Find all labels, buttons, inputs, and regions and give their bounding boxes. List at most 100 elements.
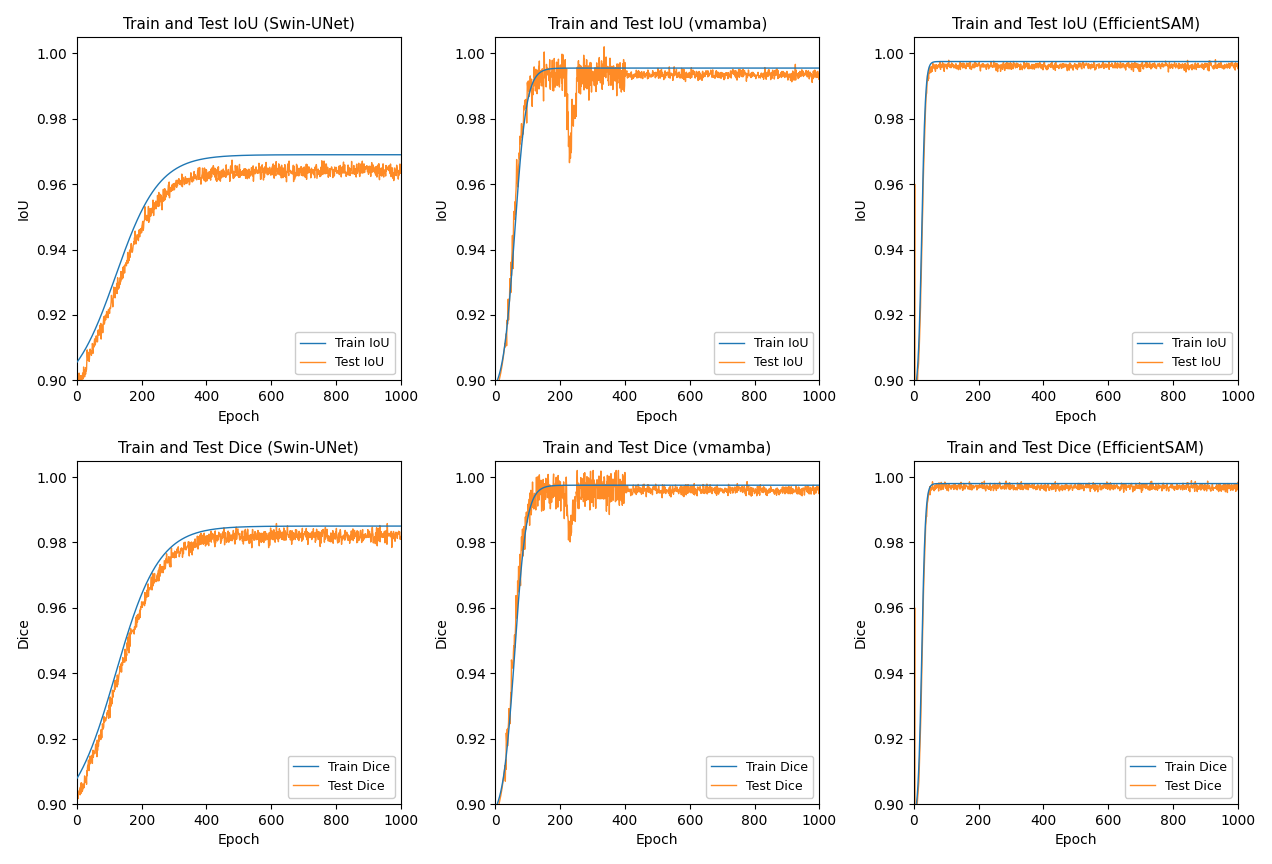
Train IoU — [1159, 56, 1174, 67]
Train Dice — [740, 480, 756, 491]
Legend: Train Dice, Test Dice: Train Dice, Test Dice — [706, 755, 813, 797]
Y-axis label: Dice: Dice — [854, 617, 868, 648]
Legend: Train IoU, Test IoU: Train IoU, Test IoU — [295, 332, 394, 374]
Train Dice — [714, 480, 729, 491]
Y-axis label: IoU: IoU — [435, 197, 449, 220]
Train IoU — [740, 63, 756, 73]
Legend: Train Dice, Test Dice: Train Dice, Test Dice — [1124, 755, 1231, 797]
Test IoU — [201, 167, 216, 177]
Train Dice — [631, 480, 646, 491]
Train Dice — [1038, 479, 1053, 489]
Train IoU — [978, 56, 993, 67]
Train Dice — [70, 773, 85, 784]
Test Dice — [268, 518, 284, 529]
Test Dice — [619, 480, 635, 491]
Y-axis label: IoU: IoU — [17, 197, 31, 220]
Title: Train and Test IoU (Swin-UNet): Train and Test IoU (Swin-UNet) — [123, 16, 355, 32]
Train IoU — [1038, 56, 1053, 67]
Line: Test Dice: Test Dice — [496, 471, 819, 814]
Train Dice — [710, 480, 725, 491]
Train IoU — [1130, 56, 1145, 67]
Train Dice — [291, 521, 307, 531]
Train IoU — [201, 153, 216, 163]
Train IoU — [328, 149, 343, 160]
Test IoU — [103, 303, 118, 314]
Train Dice — [212, 524, 228, 534]
Train Dice — [907, 810, 922, 821]
Test Dice — [747, 486, 762, 496]
Test Dice — [323, 531, 338, 542]
Line: Train Dice: Train Dice — [78, 526, 401, 778]
Test IoU — [323, 171, 338, 181]
Train Dice — [488, 803, 504, 813]
Train IoU — [1230, 56, 1245, 67]
Y-axis label: IoU: IoU — [854, 197, 868, 220]
Test IoU — [1230, 63, 1245, 73]
Train IoU — [488, 379, 504, 390]
Train IoU — [812, 63, 827, 73]
Test Dice — [70, 787, 85, 797]
Line: Train IoU: Train IoU — [915, 61, 1238, 392]
Test IoU — [1049, 60, 1065, 71]
Test IoU — [522, 86, 537, 97]
Test IoU — [907, 391, 922, 402]
Legend: Train IoU, Test IoU: Train IoU, Test IoU — [714, 332, 813, 374]
Test IoU — [619, 66, 635, 76]
Line: Test Dice: Test Dice — [915, 480, 1238, 821]
Test Dice — [212, 529, 228, 539]
Test Dice — [907, 799, 922, 810]
Test Dice — [631, 482, 646, 492]
Test Dice — [328, 530, 343, 541]
Test Dice — [1184, 475, 1199, 486]
Train Dice — [393, 521, 408, 531]
Test Dice — [1159, 482, 1174, 492]
Train Dice — [1130, 479, 1145, 489]
Test IoU — [70, 375, 85, 385]
Train IoU — [212, 151, 228, 162]
Train IoU — [714, 63, 729, 73]
Test Dice — [1230, 477, 1245, 487]
Test IoU — [711, 67, 726, 78]
Test IoU — [224, 155, 239, 165]
Test Dice — [1165, 483, 1180, 493]
Test Dice — [103, 700, 118, 710]
Legend: Train IoU, Test IoU: Train IoU, Test IoU — [1132, 332, 1231, 374]
Legend: Train Dice, Test Dice: Train Dice, Test Dice — [287, 755, 394, 797]
X-axis label: Epoch: Epoch — [636, 834, 678, 848]
Test IoU — [74, 378, 89, 389]
Line: Test Dice: Test Dice — [78, 524, 401, 798]
Train Dice — [1165, 479, 1180, 489]
Train IoU — [393, 149, 408, 160]
Train IoU — [619, 63, 635, 73]
Train IoU — [522, 91, 537, 101]
Train Dice — [812, 480, 827, 491]
Test IoU — [1159, 59, 1174, 69]
Line: Train Dice: Train Dice — [496, 486, 819, 808]
Train Dice — [978, 479, 993, 489]
Test IoU — [212, 168, 228, 178]
X-axis label: Epoch: Epoch — [1054, 834, 1096, 848]
Title: Train and Test IoU (vmamba): Train and Test IoU (vmamba) — [548, 16, 767, 32]
Train Dice — [1049, 479, 1065, 489]
Line: Train IoU: Train IoU — [496, 68, 819, 384]
Test Dice — [1130, 480, 1145, 490]
Test IoU — [907, 375, 922, 385]
Test IoU — [328, 166, 343, 176]
Test Dice — [1049, 483, 1065, 493]
Test Dice — [940, 483, 955, 493]
Train IoU — [1165, 56, 1180, 67]
Line: Test IoU: Test IoU — [496, 47, 819, 391]
Train IoU — [747, 63, 762, 73]
Train Dice — [1159, 479, 1174, 489]
Test IoU — [393, 163, 408, 174]
Test Dice — [522, 509, 537, 519]
Test IoU — [747, 71, 762, 81]
X-axis label: Epoch: Epoch — [636, 410, 678, 423]
Test IoU — [940, 60, 955, 70]
Train IoU — [70, 357, 85, 367]
Train Dice — [201, 525, 216, 536]
X-axis label: Epoch: Epoch — [1054, 410, 1096, 423]
Line: Train Dice: Train Dice — [915, 484, 1238, 816]
Train IoU — [1049, 56, 1065, 67]
Y-axis label: Dice: Dice — [435, 617, 449, 648]
